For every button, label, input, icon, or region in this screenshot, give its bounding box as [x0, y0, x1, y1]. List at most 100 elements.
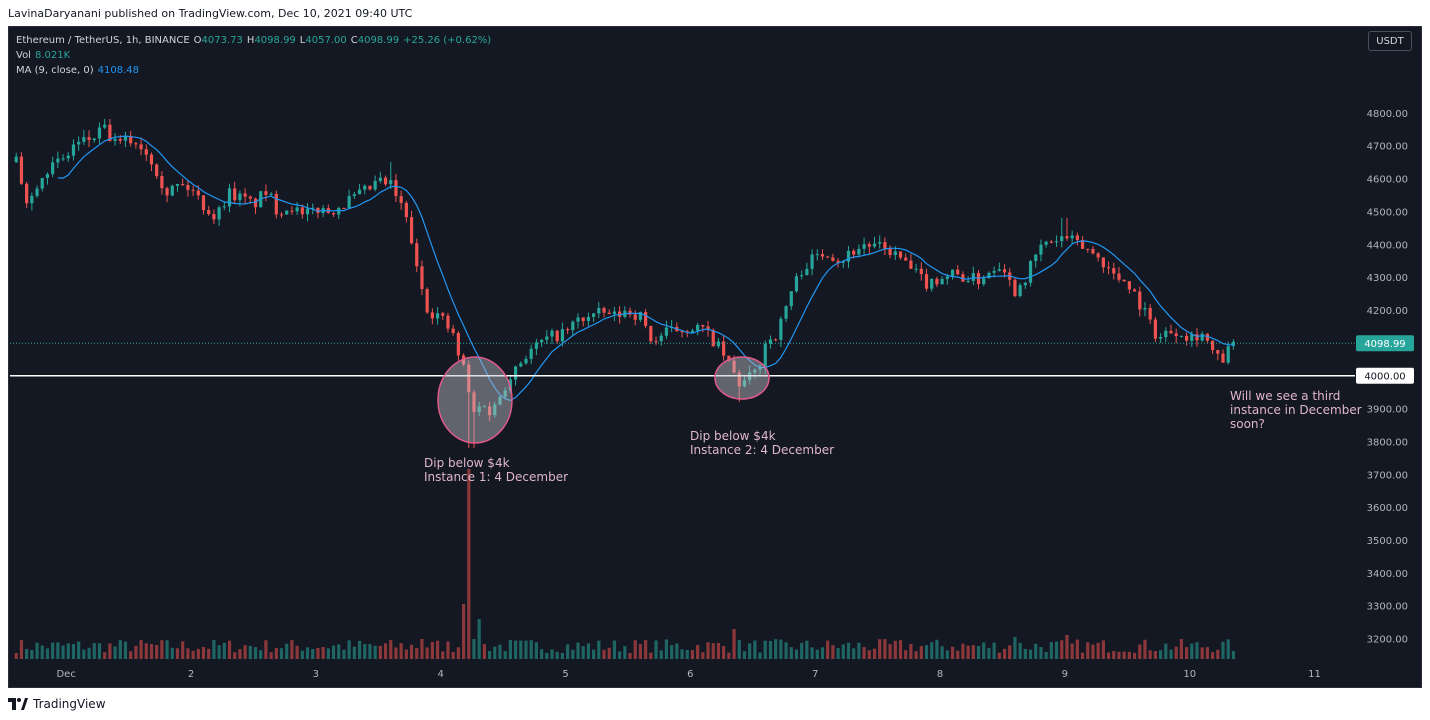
volume-bar — [430, 641, 434, 659]
y-tick-label: 3800.00 — [1367, 437, 1408, 448]
candle-body — [222, 206, 226, 208]
volume-bar — [592, 649, 596, 659]
change-value: +25.26 (+0.62%) — [403, 35, 492, 46]
candle-body — [768, 339, 773, 344]
volume-bar — [451, 651, 455, 659]
candle-body — [430, 312, 434, 319]
candle-body — [1096, 253, 1100, 258]
candle-body — [1049, 241, 1053, 243]
candle-body — [649, 326, 653, 342]
candle-body — [155, 164, 159, 177]
volume-bar — [1132, 652, 1137, 659]
y-tick-label: 4700.00 — [1367, 142, 1408, 153]
candle-body — [331, 212, 336, 215]
candle-body — [149, 154, 154, 165]
volume-bar — [997, 652, 1001, 659]
volume-bar — [1008, 645, 1012, 659]
candle-body — [935, 278, 939, 285]
candle-body — [498, 396, 502, 405]
ma-value: 4108.48 — [97, 65, 140, 76]
candle-body — [644, 312, 648, 327]
candle-body — [1210, 340, 1215, 351]
candle-body — [264, 191, 268, 195]
candle-body — [852, 250, 856, 255]
volume-bar — [722, 646, 726, 659]
tradingview-footer[interactable]: TradingView — [8, 696, 106, 712]
volume-bar — [971, 645, 975, 659]
low-label: L — [299, 35, 306, 46]
volume-bar — [321, 647, 325, 659]
volume-bar — [129, 651, 133, 659]
candle-body — [805, 268, 809, 276]
volume-bar — [415, 648, 419, 659]
candle-body — [212, 213, 216, 220]
candle-body — [61, 158, 65, 160]
volume-bar — [191, 650, 195, 659]
volume-bar — [61, 645, 65, 659]
volume-bar — [883, 639, 887, 659]
volume-bar — [279, 648, 284, 659]
candle-body — [560, 329, 565, 342]
candle-body — [477, 406, 481, 413]
candle-body — [753, 369, 757, 373]
x-tick-label: 2 — [188, 669, 194, 680]
candle-body — [368, 185, 372, 190]
y-tick-label: 4600.00 — [1367, 175, 1408, 186]
volume-bar — [1200, 647, 1204, 659]
candle-body — [342, 207, 346, 209]
volume-bar — [45, 648, 50, 659]
volume-bar — [394, 647, 398, 659]
volume-bar — [524, 640, 528, 659]
y-tick-label: 4400.00 — [1367, 240, 1408, 251]
volume-bar — [945, 650, 949, 659]
y-tick-label: 4800.00 — [1367, 109, 1408, 120]
volume-bar — [409, 644, 414, 659]
candle-body — [35, 188, 39, 196]
symbol-title[interactable]: Ethereum / TetherUS, 1h, BINANCE — [16, 35, 190, 46]
volume-bar — [477, 619, 481, 659]
volume-bar — [118, 640, 122, 659]
volume-bar — [207, 648, 211, 659]
volume-bar — [539, 649, 544, 659]
volume-bar — [503, 651, 507, 659]
volume-bar — [378, 645, 382, 659]
volume-bar — [285, 643, 289, 659]
candle-body — [1060, 236, 1064, 242]
candle-body — [539, 339, 544, 343]
volume-bar — [233, 652, 237, 659]
candle-body — [285, 210, 289, 215]
volume-bar — [1148, 650, 1152, 659]
candle-body — [774, 339, 778, 341]
candle-body — [1174, 333, 1178, 337]
candle-body — [857, 248, 861, 255]
volume-label[interactable]: Vol — [16, 50, 31, 61]
volume-bar — [794, 649, 799, 659]
candle-body — [170, 185, 174, 196]
volume-bar — [155, 644, 159, 659]
volume-bar — [1184, 647, 1189, 659]
candle-body — [279, 214, 284, 216]
candle-body — [940, 279, 944, 285]
volume-bar — [805, 640, 809, 659]
volume-bar — [893, 640, 897, 659]
volume-bar — [77, 641, 81, 659]
currency-button[interactable]: USDT — [1368, 31, 1412, 51]
candle-body — [383, 177, 388, 185]
volume-bar — [961, 643, 965, 659]
candle-body — [919, 268, 923, 275]
x-tick-label: 8 — [937, 669, 943, 680]
volume-bar — [800, 642, 804, 659]
volume-bar — [326, 648, 330, 659]
candle-body — [97, 127, 102, 139]
candle-body — [217, 207, 221, 220]
chart-panel[interactable] — [8, 26, 1422, 688]
volume-bar — [238, 649, 242, 659]
volume-bar — [1023, 648, 1027, 659]
volume-bar — [976, 645, 981, 659]
volume-bar — [664, 639, 669, 659]
candle-body — [961, 274, 965, 282]
open-value: 4073.73 — [201, 35, 243, 46]
ma-label[interactable]: MA (9, close, 0) — [16, 65, 94, 76]
volume-bar — [867, 650, 871, 659]
